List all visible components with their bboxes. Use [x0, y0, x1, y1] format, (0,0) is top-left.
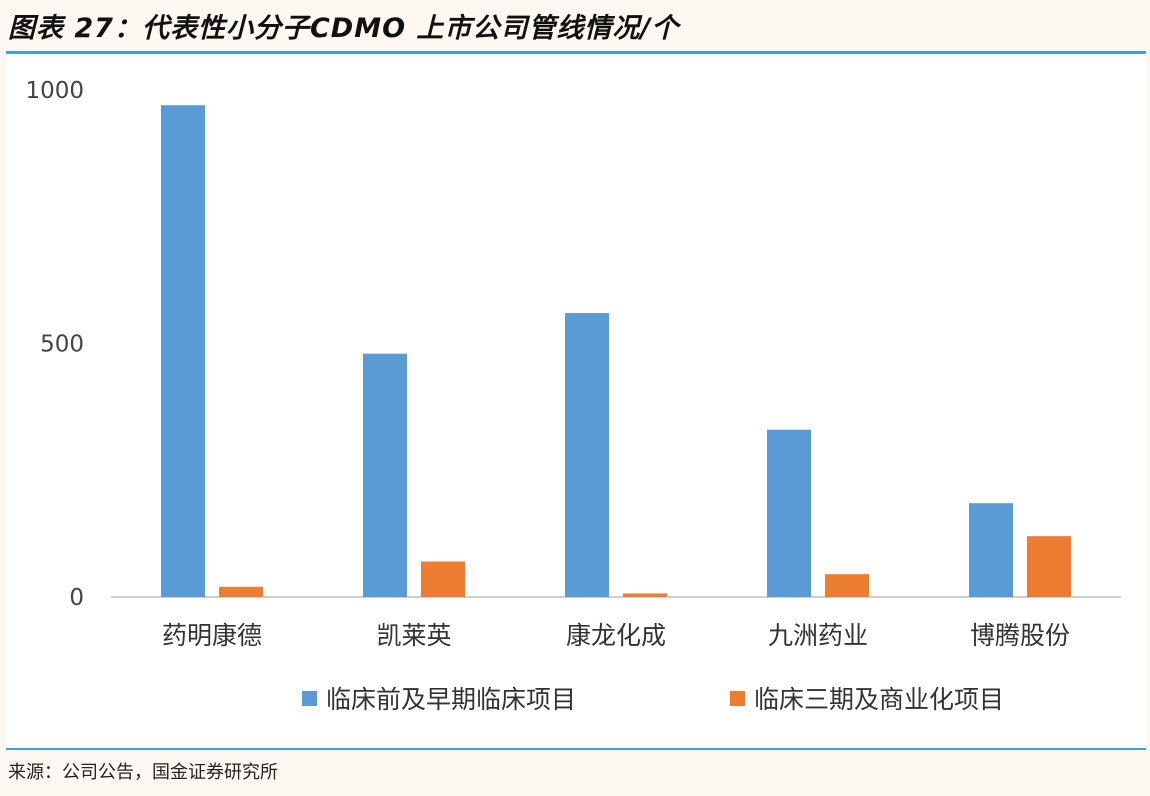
legend: 临床前及早期临床项目 临床三期及商业化项目: [302, 685, 1004, 714]
bar-phase3-commercial: [623, 593, 667, 597]
chart-panel: 0 500 1000 药明康德 凯莱英 康龙化成 九洲药业 博腾股份 临床前及早期临床项目临…: [6, 54, 1146, 748]
legend-swatch: [302, 691, 317, 706]
bar-preclinical: [363, 353, 407, 597]
bottom-divider: [6, 748, 1146, 750]
bar-preclinical: [969, 503, 1013, 597]
x-tick-label: 博腾股份: [970, 621, 1070, 650]
x-tick-label: 康龙化成: [566, 621, 666, 650]
legend-label: 临床三期及商业化项目: [754, 685, 1004, 714]
bar-phase3-commercial: [825, 574, 869, 597]
bar-phase3-commercial: [1027, 536, 1071, 597]
x-tick-label: 九洲药业: [768, 621, 868, 650]
x-axis-labels: 药明康德 凯莱英 康龙化成 九洲药业 博腾股份: [162, 621, 1070, 650]
x-tick-label: 药明康德: [162, 621, 262, 650]
bars: [161, 105, 1071, 598]
bar-chart: 05001000 药明康德 凯莱英 康龙化成 九洲药业 博腾股份 临床前及早期临床项目临…: [25, 78, 1121, 714]
bar-preclinical: [767, 429, 811, 597]
y-tick-label: 0: [69, 585, 84, 611]
x-tick-label: 凯莱英: [376, 621, 451, 650]
chart-title: 图表 27：代表性小分子CDMO 上市公司管线情况/个: [8, 13, 680, 44]
legend-swatch: [730, 691, 745, 706]
bar-preclinical: [161, 105, 205, 598]
y-tick-label: 500: [40, 332, 84, 358]
y-tick-label: 1000: [25, 78, 84, 104]
bar-phase3-commercial: [421, 561, 465, 597]
title-divider: [6, 51, 1146, 54]
legend-label: 临床前及早期临床项目: [326, 685, 576, 714]
source-note: 来源：公司公告，国金证券研究所: [8, 762, 278, 783]
bar-phase3-commercial: [219, 586, 263, 597]
bar-preclinical: [565, 313, 609, 597]
y-axis-ticks: 0 500 1000: [25, 78, 84, 611]
